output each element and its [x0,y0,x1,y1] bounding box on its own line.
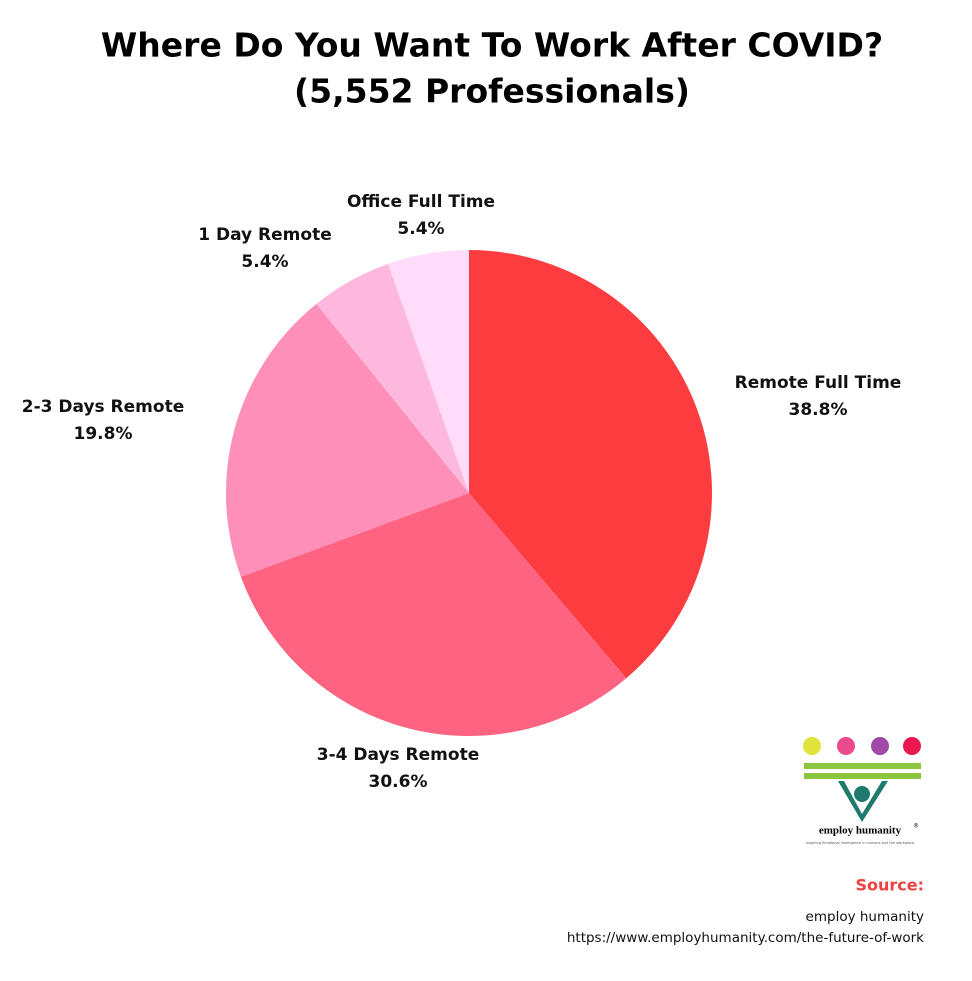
pie-slice [388,250,469,493]
slice-label: 1 Day Remote [198,225,331,245]
pie-slice [469,250,713,679]
chart-title: Where Do You Want To Work After COVID? [101,26,883,65]
slice-label: Remote Full Time [735,373,902,393]
value-label: 5.4% [397,219,444,239]
chart-subtitle: (5,552 Professionals) [294,72,690,111]
pie-slice [316,263,469,493]
logo: employ humanity ® Inspiring Emotional In… [803,737,921,845]
value-label: 5.4% [241,252,288,272]
source-heading: Source: [855,876,924,895]
logo-dot [803,737,821,755]
slice-label: 3-4 Days Remote [317,745,479,765]
value-label: 19.8% [74,424,133,444]
logo-bar [804,763,921,769]
value-label: 38.8% [789,400,848,420]
pie [225,250,713,737]
logo-name: employ humanity [819,825,902,837]
labels: Remote Full Time 38.8% 3-4 Days Remote 30.6… [22,192,902,792]
source-url: https://www.employhumanity.com/the-futur… [567,930,924,946]
logo-dot [871,737,889,755]
logo-v [838,781,888,822]
slice-label: 2-3 Days Remote [22,397,184,417]
source-name: employ humanity [806,909,924,925]
value-label: 30.6% [369,772,428,792]
logo-tagline: Inspiring Emotional Intelligence in huma… [806,841,914,845]
pie-slice [240,493,627,737]
logo-head [854,786,870,802]
logo-bar [804,773,921,779]
logo-mark: ® [913,823,919,830]
pie-slice [225,303,469,577]
logo-dot [903,737,921,755]
slice-label: Office Full Time [347,192,495,212]
logo-dot [837,737,855,755]
